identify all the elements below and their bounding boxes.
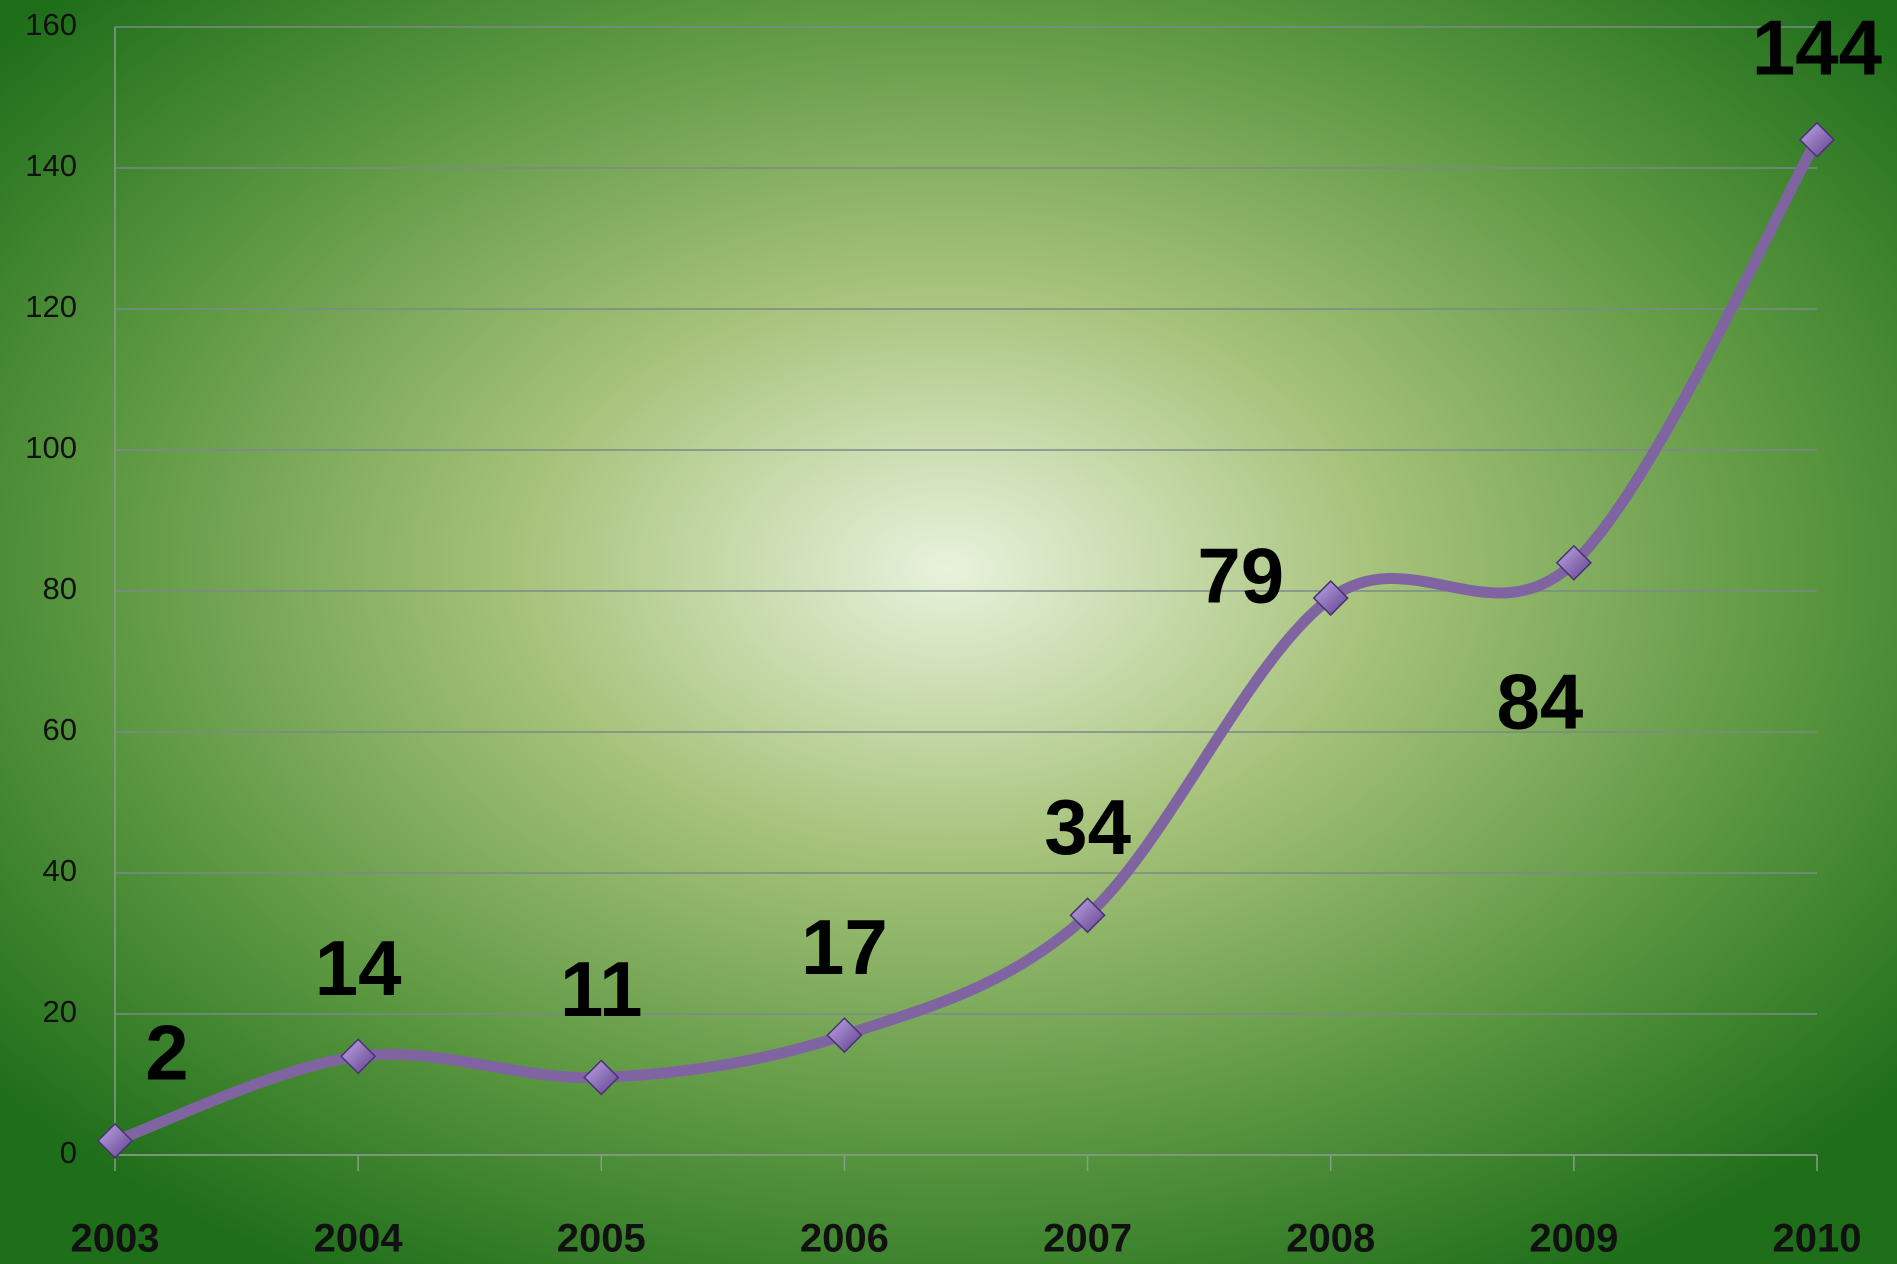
y-tick-label: 0: [60, 1135, 77, 1170]
marker: [583, 1059, 620, 1096]
x-tick-label: 2004: [314, 1217, 404, 1261]
data-label: 84: [1496, 657, 1583, 745]
marker: [1798, 121, 1836, 158]
data-label: 2: [145, 1009, 188, 1097]
x-tick-label: 2010: [1773, 1217, 1862, 1261]
y-tick-label: 160: [25, 7, 77, 42]
x-tick-label: 2003: [71, 1217, 160, 1261]
y-tick-label: 60: [43, 712, 77, 747]
marker: [96, 1122, 134, 1159]
data-label: 14: [315, 924, 402, 1012]
x-tick-label: 2008: [1286, 1217, 1375, 1261]
y-tick-label: 40: [43, 853, 77, 888]
y-tick-label: 100: [25, 430, 77, 465]
x-tick-label: 2005: [557, 1217, 646, 1261]
data-label: 11: [560, 945, 642, 1033]
marker: [826, 1017, 863, 1054]
marker: [1069, 897, 1106, 934]
marker: [1555, 544, 1592, 581]
marker: [340, 1038, 377, 1075]
data-label: 17: [801, 903, 888, 991]
x-tick-label: 2006: [800, 1217, 889, 1261]
x-tick-label: 2009: [1529, 1217, 1618, 1261]
data-label: 34: [1044, 783, 1131, 871]
marker: [1312, 579, 1349, 617]
x-tick-label: 2007: [1043, 1217, 1132, 1261]
data-label: 79: [1197, 532, 1284, 620]
data-label: 144: [1752, 3, 1882, 91]
y-tick-label: 140: [25, 148, 77, 183]
y-tick-label: 80: [43, 571, 77, 606]
y-tick-label: 120: [25, 289, 77, 324]
y-tick-label: 20: [43, 994, 77, 1029]
